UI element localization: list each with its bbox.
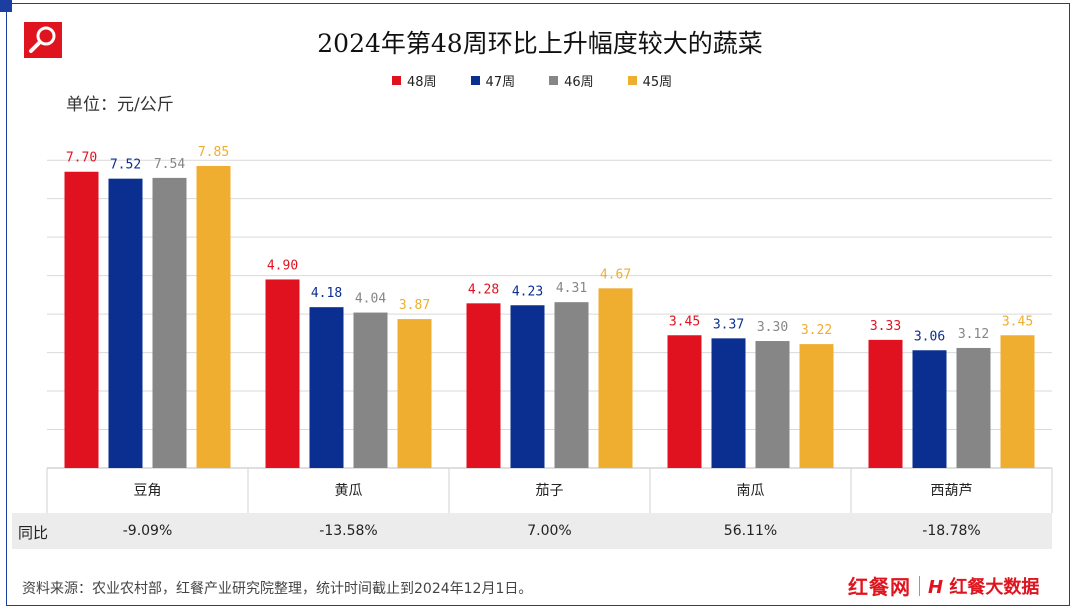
bar (397, 319, 432, 468)
data-label: 4.04 (355, 292, 386, 307)
bar (667, 335, 702, 468)
data-label: 3.87 (399, 298, 430, 313)
bar (554, 302, 589, 468)
category-label: 茄子 (536, 482, 564, 499)
bar (265, 279, 300, 468)
legend-item: 45周 (627, 71, 673, 90)
bar (799, 344, 834, 468)
category-label: 南瓜 (737, 483, 765, 499)
bar (598, 288, 633, 468)
data-label: 3.12 (958, 327, 989, 342)
yoy-value: -18.78% (922, 523, 981, 539)
corner-marker (0, 0, 12, 12)
data-label: 7.85 (198, 145, 229, 160)
bar (711, 338, 746, 468)
legend-swatch (392, 76, 401, 85)
brand-logo: 红餐网 H 红餐大数据 (848, 571, 1039, 600)
legend-label: 47周 (485, 75, 516, 90)
chart-title: 2024年第48周环比上升幅度较大的蔬菜 (317, 29, 763, 58)
bar (912, 350, 947, 468)
data-label: 4.18 (311, 286, 342, 301)
yoy-label: 同比 (18, 524, 49, 542)
brand-name: 红餐网 (848, 575, 911, 599)
brand-mark: H (928, 576, 944, 598)
bar (510, 305, 545, 468)
bar (755, 341, 790, 468)
yoy-value: -9.09% (122, 523, 173, 539)
data-label: 3.45 (669, 314, 700, 329)
data-label: 4.23 (512, 284, 543, 299)
legend-label: 46周 (564, 75, 594, 90)
legend-item: 48周 (392, 71, 437, 90)
data-label: 3.45 (1002, 314, 1033, 329)
brand-sub-logo: H 红餐大数据 (928, 573, 1039, 599)
bar (309, 307, 344, 468)
bar (956, 347, 991, 468)
data-label: 4.67 (600, 267, 631, 282)
category-label: 西葫芦 (931, 483, 973, 499)
data-label: 4.90 (267, 258, 298, 273)
yoy-value: 7.00% (527, 523, 572, 539)
data-label: 4.31 (556, 281, 587, 296)
legend-label: 48周 (407, 75, 437, 90)
legend-item: 47周 (470, 71, 516, 90)
data-label: 3.37 (713, 317, 744, 332)
legend-swatch (549, 76, 559, 85)
bar (108, 178, 143, 468)
brand-divider (919, 575, 920, 596)
legend-label: 45周 (642, 75, 673, 90)
bar (466, 303, 501, 468)
source-note: 资料来源：农业农村部，红餐产业研究院整理，统计时间截止到2024年12月1日。 (22, 581, 533, 597)
unit-label: 单位：元/公斤 (66, 95, 174, 115)
bar (196, 165, 231, 468)
bar (353, 312, 388, 468)
yoy-row (12, 513, 1052, 549)
brand-sub-name: 红餐大数据 (949, 576, 1040, 598)
data-label: 3.06 (914, 329, 945, 344)
data-label: 7.54 (154, 157, 185, 172)
bar-chart: 7.70 7.52 7.54 7.85 豆角 4.90 4.18 4.04 3.87 黄瓜 4.28… (46, 145, 1053, 513)
bar (152, 177, 187, 468)
legend-item: 46周 (549, 71, 594, 90)
yoy-value: 56.11% (723, 523, 778, 539)
data-label: 4.28 (468, 282, 499, 297)
magnifier-icon (24, 22, 62, 58)
bar (64, 171, 99, 468)
legend-swatch (627, 76, 637, 85)
legend-swatch (470, 76, 480, 85)
bar (868, 339, 903, 468)
data-label: 7.52 (110, 158, 141, 173)
data-label: 7.70 (66, 151, 97, 166)
data-label: 3.22 (801, 323, 832, 338)
bar (1000, 335, 1035, 468)
yoy-value: -13.58% (319, 523, 378, 539)
category-label: 黄瓜 (335, 482, 363, 499)
legend: 48周 47周 46周 45周 (392, 71, 672, 90)
category-label: 豆角 (134, 483, 162, 499)
data-label: 3.33 (870, 319, 901, 334)
data-label: 3.30 (757, 320, 788, 335)
